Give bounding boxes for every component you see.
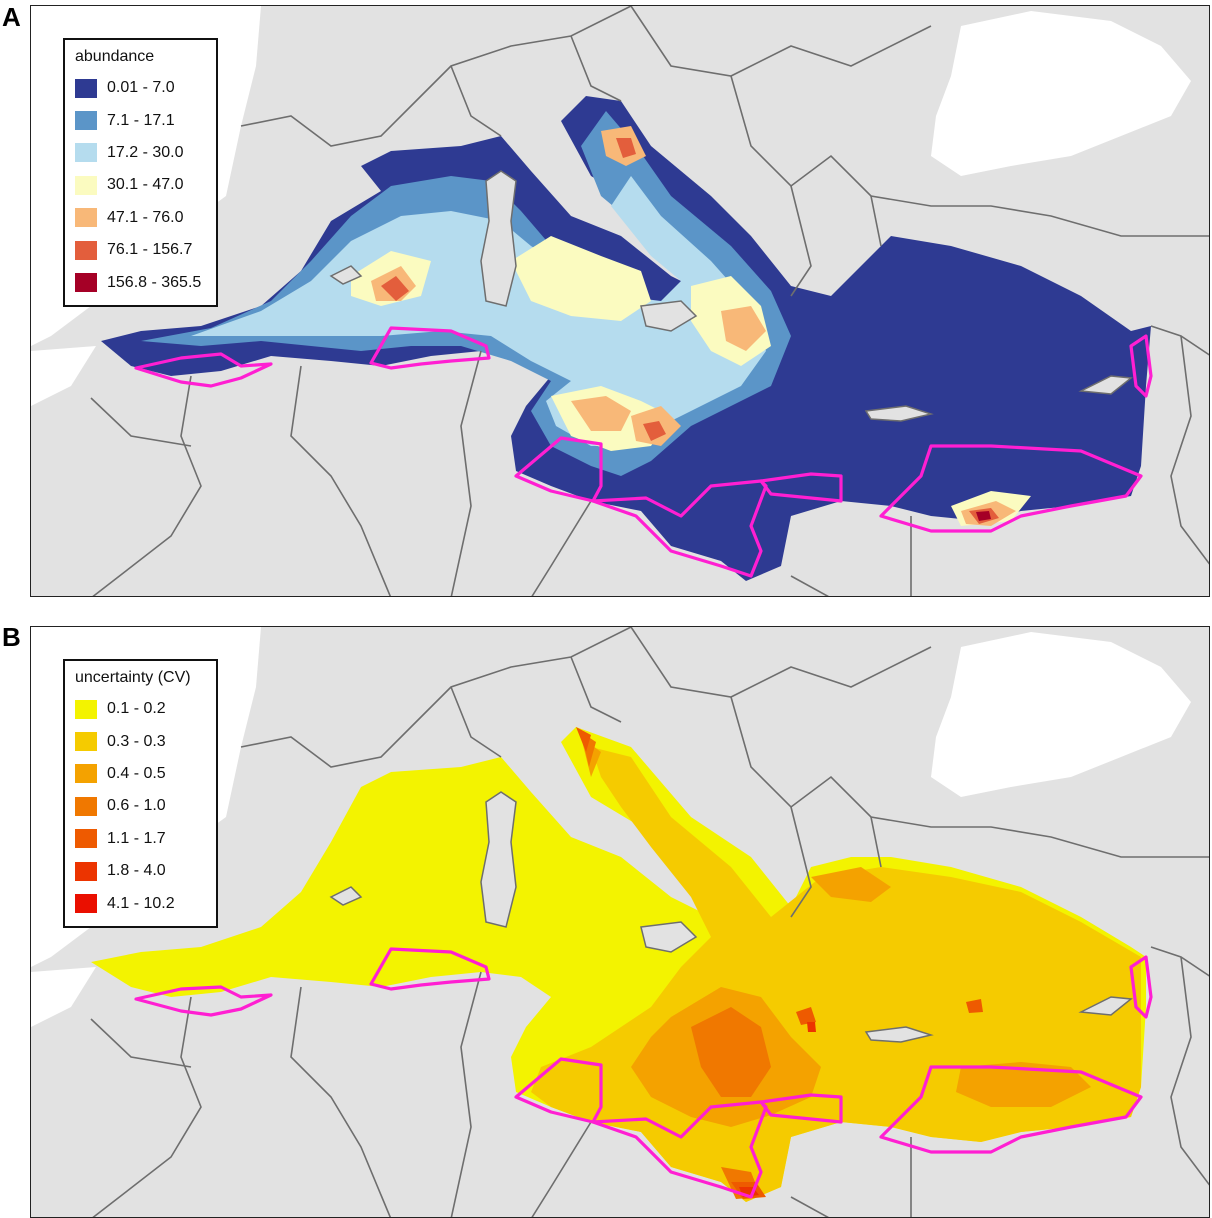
survey-blocks (134, 326, 1153, 578)
legend-label: 0.1 - 0.2 (107, 700, 166, 718)
legend-swatch (75, 240, 97, 260)
legend-abundance: abundance 0.01 - 7.0 7.1 - 17.1 17.2 - 3… (63, 38, 218, 307)
uncertainty-surface (91, 727, 1146, 1202)
legend-uncertainty: uncertainty (CV) 0.1 - 0.2 0.3 - 0.3 0.4… (63, 659, 218, 928)
legend-swatch (75, 78, 97, 98)
legend-label: 17.2 - 30.0 (107, 143, 184, 161)
map-panel-uncertainty: uncertainty (CV) 0.1 - 0.2 0.3 - 0.3 0.4… (30, 626, 1210, 1218)
crete (864, 1026, 934, 1043)
legend-swatch (75, 861, 97, 881)
legend-swatch (75, 208, 97, 228)
corsica-sardinia (480, 170, 517, 307)
legend-item: 30.1 - 47.0 (75, 169, 206, 201)
legend-item: 17.2 - 30.0 (75, 137, 206, 169)
legend-title: uncertainty (CV) (75, 669, 191, 686)
legend-item: 0.1 - 0.2 (75, 693, 206, 725)
sicily (640, 921, 698, 953)
survey-block-libya-central (759, 472, 843, 503)
legend-swatch (75, 273, 97, 293)
balearic (329, 886, 363, 906)
legend-item: 1.8 - 4.0 (75, 855, 206, 887)
legend-label: 47.1 - 76.0 (107, 208, 184, 226)
atlantic-south (31, 346, 96, 406)
legend-swatch (75, 894, 97, 914)
survey-block-levant (1129, 334, 1153, 398)
legend-swatch (75, 829, 97, 849)
legend-label: 7.1 - 17.1 (107, 111, 175, 129)
legend-label: 1.1 - 1.7 (107, 829, 166, 847)
legend-label: 30.1 - 47.0 (107, 176, 184, 194)
legend-swatch (75, 143, 97, 163)
balearic (329, 265, 363, 285)
atlantic-south (31, 967, 96, 1027)
survey-block-algeria (369, 947, 491, 991)
survey-block-libya-west (591, 479, 768, 578)
country-borders (90, 6, 1209, 596)
survey-block-levant (1129, 955, 1153, 1019)
black-sea (931, 632, 1191, 797)
legend-label: 4.1 - 10.2 (107, 894, 175, 912)
legend-item: 0.4 - 0.5 (75, 758, 206, 790)
legend-label: 0.3 - 0.3 (107, 732, 166, 750)
legend-item: 0.3 - 0.3 (75, 725, 206, 757)
survey-block-egypt (879, 1065, 1143, 1154)
legend-title: abundance (75, 48, 155, 65)
survey-block-algeria (369, 326, 491, 370)
legend-label: 0.4 - 0.5 (107, 764, 166, 782)
survey-block-tunisia (514, 1057, 603, 1124)
legend-item: 0.6 - 1.0 (75, 790, 206, 822)
corsica-sardinia (480, 791, 517, 928)
crete (864, 405, 934, 422)
legend-item: 7.1 - 17.1 (75, 104, 206, 136)
cyprus (1078, 375, 1133, 395)
legend-swatch (75, 699, 97, 719)
legend-item: 47.1 - 76.0 (75, 202, 206, 234)
legend-swatch (75, 175, 97, 195)
survey-block-libya-central (759, 1093, 843, 1124)
abundance-class-3 (191, 176, 766, 446)
legend-label: 0.01 - 7.0 (107, 79, 175, 97)
panel-label-b: B (2, 622, 21, 652)
survey-block-tunisia (514, 436, 603, 503)
legend-swatch (75, 796, 97, 816)
legend-item: 156.8 - 365.5 (75, 266, 206, 298)
legend-label: 0.6 - 1.0 (107, 797, 166, 815)
legend-item: 1.1 - 1.7 (75, 823, 206, 855)
survey-block-alboran (134, 985, 273, 1017)
abundance-map (31, 6, 1209, 596)
abundance-class-4 (351, 236, 1031, 526)
islands (329, 791, 1133, 1043)
black-sea (931, 11, 1191, 176)
survey-block-egypt (879, 444, 1143, 533)
legend-item: 4.1 - 10.2 (75, 887, 206, 919)
abundance-surface (101, 96, 1151, 581)
legend-label: 156.8 - 365.5 (107, 273, 202, 291)
map-panel-abundance: abundance 0.01 - 7.0 7.1 - 17.1 17.2 - 3… (30, 5, 1210, 597)
legend-swatch (75, 764, 97, 784)
legend-label: 1.8 - 4.0 (107, 862, 166, 880)
islands (329, 170, 1133, 422)
abundance-class-7 (976, 511, 991, 521)
country-borders (90, 627, 1209, 1217)
legend-label: 76.1 - 156.7 (107, 241, 193, 259)
uncertainty-class-4 (581, 732, 771, 1199)
survey-block-libya-west (591, 1100, 768, 1199)
legend-swatch (75, 111, 97, 131)
legend-item: 76.1 - 156.7 (75, 234, 206, 266)
survey-blocks (134, 947, 1153, 1199)
legend-item: 0.01 - 7.0 (75, 72, 206, 104)
sicily (640, 300, 698, 332)
panel-label-a: A (2, 2, 21, 32)
legend-swatch (75, 732, 97, 752)
survey-block-alboran (134, 352, 273, 388)
cyprus (1078, 996, 1133, 1016)
